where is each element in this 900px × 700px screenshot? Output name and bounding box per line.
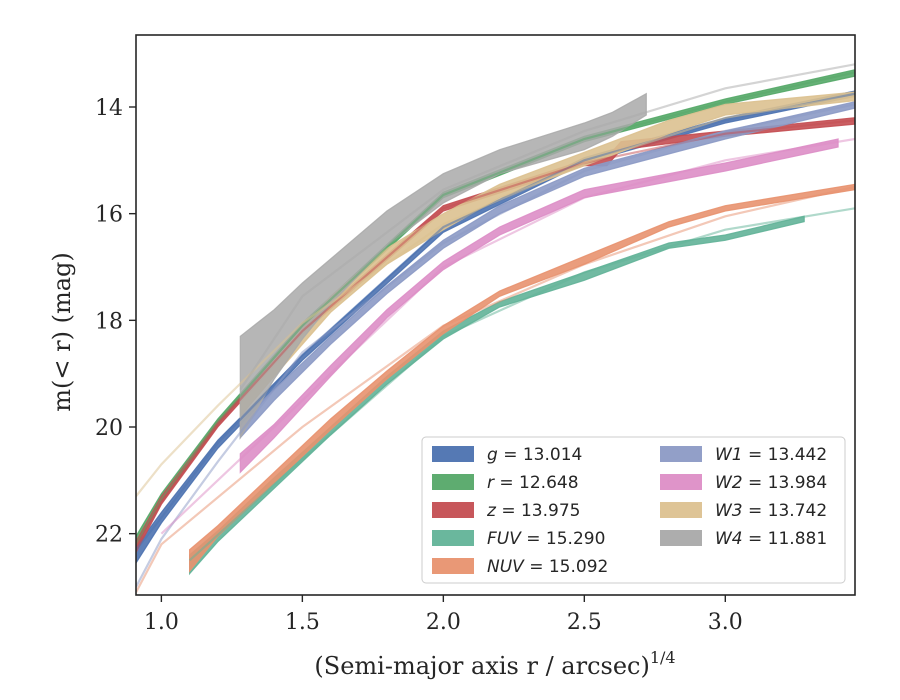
x-tick-label: 1.5 [285,610,320,635]
band-nuv [189,183,855,573]
y-tick-label: 22 [95,523,123,548]
plot-frame [135,34,856,596]
x-axis-ticks: 1.0 1.5 2.0 2.5 3.0 [144,595,743,635]
band-w4 [239,92,647,440]
x-tick-label: 1.0 [144,610,179,635]
model-line-fuv [188,207,855,562]
band-w2 [239,138,839,474]
legend-swatch-w1 [660,446,702,462]
legend-band-value: = 12.648 [494,473,579,493]
legend-label-fuv: FUV = 15.290 [487,529,605,549]
x-tick-label: 2.0 [426,610,461,635]
legend-swatch-w3 [660,502,702,518]
y-axis-ticks: 14 16 18 20 22 [95,96,136,548]
legend-band-name: W2 [715,473,743,493]
legend-label-w4: W4 = 11.881 [715,529,827,549]
series-model-lines [136,63,855,593]
legend-label-w2: W2 = 13.984 [715,473,827,493]
y-tick-label: 20 [95,416,123,441]
y-tick-label: 18 [95,309,123,334]
model-line-w2 [160,137,855,535]
legend-swatch-w4 [660,530,702,546]
legend-band-value: = 13.014 [498,445,583,465]
y-tick-label: 14 [95,96,123,121]
model-line-g [136,92,855,551]
legend-band-value: = 11.881 [743,529,828,549]
legend-swatch-nuv [432,558,474,574]
legend-band-name: W3 [715,501,743,521]
legend-label-r: r = 12.648 [487,473,579,493]
legend-label-g: g = 13.014 [487,445,582,465]
x-tick-label: 2.5 [567,610,602,635]
legend-band-value: = 13.984 [743,473,828,493]
x-tick-label: 3.0 [708,610,743,635]
legend-swatch-fuv [432,530,474,546]
legend-band-name: z [486,501,497,521]
legend-frame [421,436,846,584]
legend-label-w1: W1 = 13.442 [715,445,827,465]
model-line-w4 [239,63,855,391]
legend-band-value: = 13.975 [496,501,581,521]
legend-band-name: NUV [487,557,525,577]
legend-band-value: = 15.290 [521,529,606,549]
legend-band-value: = 13.742 [743,501,828,521]
x-axis-label-superscript: 1/4 [650,648,676,667]
legend-swatch-z [432,502,474,518]
legend-swatch-w2 [660,474,702,490]
y-axis-label: m(< r) (mag) [48,252,76,411]
legend-band-name: W4 [715,529,743,549]
x-axis-label: (Semi-major axis r / arcsec)1/4 [314,648,675,680]
model-line-r [136,71,855,545]
legend-band-name: FUV [487,529,522,549]
legend-band-name: r [487,473,495,493]
x-axis-label-text: (Semi-major axis r / arcsec) [314,652,649,680]
y-tick-label: 16 [95,203,123,228]
legend-swatch-r [432,474,474,490]
legend-band-value: = 15.092 [524,557,609,577]
legend-label-w3: W3 = 13.742 [715,501,827,521]
band-w3 [239,91,855,418]
legend-band-name: W1 [715,445,743,465]
model-line-w3 [136,95,855,497]
legend-band-name: g [487,445,498,465]
legend-swatch-g [432,446,474,462]
legend-label-z: z = 13.975 [486,501,580,521]
legend-band-value: = 13.442 [743,445,828,465]
legend-label-nuv: NUV = 15.092 [487,557,608,577]
model-line-nuv [136,185,855,593]
